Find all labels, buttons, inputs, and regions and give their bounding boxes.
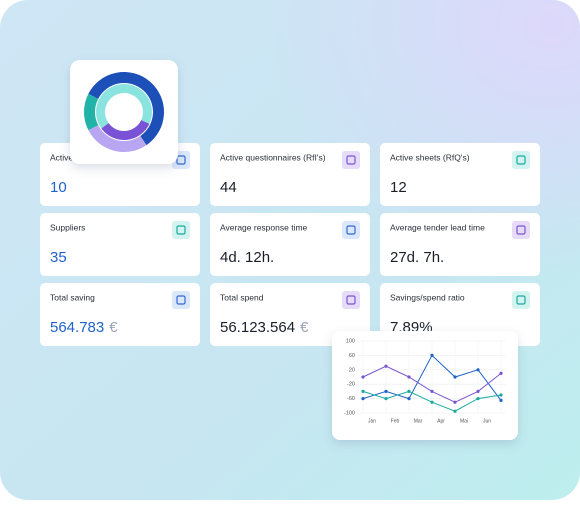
card-value: 35: [50, 249, 67, 266]
card-label: Active: [50, 152, 73, 162]
card-label: Average response time: [220, 222, 308, 232]
card: Active questionnaires (RfI's) 44: [210, 143, 370, 206]
line-point: [499, 398, 503, 402]
y-tick-label: -60: [347, 396, 355, 402]
card-label: Active questionnaires (RfI's): [220, 152, 326, 162]
y-tick-label: 100: [346, 338, 355, 344]
x-tick-label: Jan: [368, 418, 376, 424]
donut-segment: [88, 125, 147, 152]
line-point: [453, 400, 457, 404]
x-tick-label: Jun: [483, 418, 491, 424]
card-value: 564.783: [50, 319, 104, 336]
card-label: Savings/spend ratio: [390, 292, 465, 302]
card-label: Total saving: [50, 292, 95, 302]
card: Average tender lead time 27d. 7h.: [380, 213, 540, 276]
line-point: [476, 368, 480, 372]
x-tick-label: Mar: [414, 418, 423, 424]
y-tick-label: 20: [349, 367, 355, 373]
line-card: 100 60 20 -20 -60 -100 Jan Feb Mar Apr Mai Jun: [332, 331, 518, 440]
card-icon-bg: [172, 221, 190, 239]
x-tick-label: Mai: [460, 418, 468, 424]
y-tick-label: -20: [347, 382, 355, 388]
card-bg: [210, 143, 370, 206]
y-tick-label: -100: [344, 410, 355, 416]
line-point: [384, 364, 388, 368]
card-bg: [40, 283, 200, 346]
donut-segment: [96, 83, 152, 129]
line-point: [361, 389, 365, 393]
line-point: [384, 397, 388, 401]
card-value: 4d. 12h.: [220, 249, 274, 266]
card-bg: [380, 143, 540, 206]
card-value: 10: [50, 179, 67, 196]
donut-segment: [88, 72, 164, 146]
card-icon-bg: [512, 151, 530, 169]
donut-segment: [84, 93, 99, 131]
line-point: [476, 389, 480, 393]
card-icon: [346, 225, 356, 235]
card-icon-bg: [342, 291, 360, 309]
donut-card: [70, 60, 178, 164]
line-point: [430, 353, 434, 357]
card-icon: [346, 155, 356, 165]
y-tick-label: 60: [349, 353, 355, 359]
card-unit: €: [109, 319, 118, 336]
x-tick-label: Apr: [437, 418, 445, 424]
card-bg: [210, 283, 370, 346]
card-bg: [210, 213, 370, 276]
card-icon-bg: [342, 151, 360, 169]
card-icon-bg: [342, 221, 360, 239]
card-value: 27d. 7h.: [390, 249, 444, 266]
line-point: [499, 371, 503, 375]
card-unit: €: [300, 319, 309, 336]
card-icon: [516, 155, 526, 165]
x-tick-label: Feb: [391, 418, 400, 424]
line-point: [476, 397, 480, 401]
card: Suppliers 35: [40, 213, 200, 276]
card: Total spend 56.123.564 €: [210, 283, 370, 346]
card-icon-bg: [512, 221, 530, 239]
card-label: Total spend: [220, 292, 264, 302]
card-value: 44: [220, 179, 237, 196]
line-point: [407, 389, 411, 393]
card-bg: [380, 283, 540, 346]
card: Active sheets (RfQ's) 12: [380, 143, 540, 206]
donut-segment: [101, 120, 150, 140]
line-point: [453, 409, 457, 413]
card-bg: [380, 213, 540, 276]
card-icon: [176, 155, 186, 165]
card-label: Average tender lead time: [390, 222, 485, 232]
line-point: [361, 397, 365, 401]
card-icon: [176, 225, 186, 235]
line-point: [407, 397, 411, 401]
card-icon-bg: [172, 291, 190, 309]
card: Total saving 564.783 €: [40, 283, 200, 346]
line-point: [499, 393, 503, 397]
line-point: [384, 389, 388, 393]
card-value: 12: [390, 179, 407, 196]
card-icon: [176, 295, 186, 305]
card: Average response time 4d. 12h.: [210, 213, 370, 276]
card-label: Active sheets (RfQ's): [390, 152, 470, 162]
card-bg: [40, 213, 200, 276]
line-point: [430, 389, 434, 393]
card-value: 56.123.564: [220, 319, 295, 336]
line-point: [430, 400, 434, 404]
card-label: Suppliers: [50, 222, 85, 232]
line-point: [453, 375, 457, 379]
line-point: [407, 375, 411, 379]
card-icon: [346, 295, 356, 305]
card-icon-bg: [512, 291, 530, 309]
card-icon: [516, 225, 526, 235]
card-icon: [516, 295, 526, 305]
line-point: [361, 375, 365, 379]
